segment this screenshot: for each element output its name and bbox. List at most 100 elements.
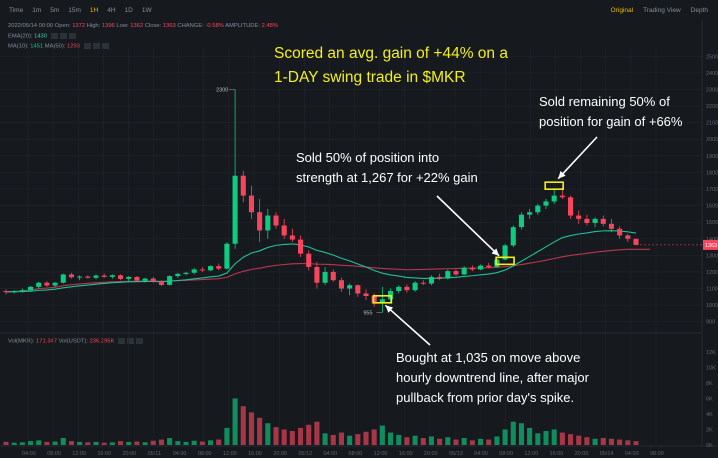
volume-bar xyxy=(118,441,124,445)
vol-mkr-value: 171.347 xyxy=(36,338,58,345)
candle-body xyxy=(469,267,475,270)
y-tick-label: 1900 xyxy=(706,154,718,160)
candle-body xyxy=(134,276,140,281)
x-tick-label: 04:00 xyxy=(173,451,187,457)
y-tick-label: 1600 xyxy=(706,204,718,210)
volume-bar xyxy=(363,431,369,445)
candle-body xyxy=(77,276,83,278)
sell-half-annotation: Sold 50% of position into strength at 1,… xyxy=(296,150,478,185)
current-price-tag xyxy=(703,239,718,250)
candle-body xyxy=(257,212,263,231)
volume-bar xyxy=(298,427,304,445)
candle-body xyxy=(183,272,189,274)
volume-info-row: Vol(MKR): 171.347 Vol(USDT): 236.295K xyxy=(8,338,144,345)
volume-bar xyxy=(134,441,140,445)
sell-rest-annotation: Sold remaining 50% of position for gain … xyxy=(539,94,683,129)
buy-annotation: Bought at 1,035 on move above hourly dow… xyxy=(396,350,589,405)
eye-icon[interactable] xyxy=(118,338,126,344)
volume-bar xyxy=(257,417,263,445)
interval-5m[interactable]: 5m xyxy=(50,6,60,14)
volume-bar xyxy=(461,438,467,445)
y-tick-label: 1800 xyxy=(706,170,718,176)
ema-value: 1430 xyxy=(34,33,48,40)
candle-body xyxy=(167,276,173,285)
candle-body xyxy=(126,276,132,279)
candle-body xyxy=(502,245,508,260)
close-icon[interactable] xyxy=(101,43,109,49)
x-tick-label: 05/11 xyxy=(148,451,161,457)
candle-body xyxy=(412,282,418,291)
candle-body xyxy=(510,227,516,246)
y-tick-label: 1700 xyxy=(706,187,718,193)
candle-body xyxy=(52,282,58,286)
ma-info-row: MA(10): 1451 MA(50): 1293 xyxy=(8,43,109,50)
interval-1h[interactable]: 1H xyxy=(89,6,99,14)
vol-usdt-value: 236.295K xyxy=(89,338,115,345)
candle-body xyxy=(248,195,254,213)
volume-bar xyxy=(559,432,565,445)
volume-bar xyxy=(330,434,336,445)
y-tick-label: 1500 xyxy=(706,220,718,226)
view-depth[interactable]: Depth xyxy=(690,6,708,14)
settings-icon[interactable] xyxy=(92,43,100,49)
ma50-value: 1293 xyxy=(67,43,80,50)
vol-tick-label: 12K xyxy=(706,350,716,356)
interval-1d[interactable]: 1D xyxy=(124,6,133,14)
candle-body xyxy=(44,282,50,286)
interval-15m[interactable]: 15m xyxy=(68,6,81,14)
close-icon[interactable] xyxy=(68,33,76,39)
view-trading-view[interactable]: Trading View xyxy=(643,6,681,14)
volume-bar xyxy=(109,442,115,445)
sell-rest-arrow-head xyxy=(558,171,566,179)
volume-bar xyxy=(248,412,254,445)
eye-icon[interactable] xyxy=(83,43,91,49)
candle-body xyxy=(625,235,631,239)
candle-body xyxy=(527,212,533,215)
volume-bar xyxy=(568,434,574,445)
volume-bar xyxy=(469,440,475,445)
settings-icon[interactable] xyxy=(127,338,135,344)
candle-body xyxy=(453,271,459,275)
interval-1m[interactable]: 1m xyxy=(32,6,42,14)
y-tick-label: 2200 xyxy=(706,104,718,110)
x-tick-label: 08:00 xyxy=(198,451,212,457)
x-tick-label: 16:00 xyxy=(550,451,564,457)
candle-body xyxy=(306,253,312,267)
vol-tick-label: 4K xyxy=(706,412,713,418)
close-value: 1363 xyxy=(162,23,176,29)
sell-rest-highlight-box xyxy=(544,181,564,190)
volume-bar xyxy=(584,437,590,445)
volume-bar xyxy=(608,438,614,445)
volume-bar xyxy=(232,398,238,445)
volume-bar xyxy=(592,438,598,445)
candle-body xyxy=(437,276,443,279)
settings-icon[interactable] xyxy=(59,33,67,39)
interval-time[interactable]: Time xyxy=(9,6,24,14)
volume-bar xyxy=(183,441,189,445)
volume-bar xyxy=(208,440,214,445)
x-tick-label: 05/14 xyxy=(600,451,614,457)
ema20-line xyxy=(5,230,637,293)
volume-bar xyxy=(240,406,246,445)
candle-body xyxy=(101,275,107,277)
volume-bar xyxy=(347,435,353,445)
eye-icon[interactable] xyxy=(50,33,58,39)
sell-half-arrow-shaft xyxy=(436,195,500,257)
x-tick-label: 20:00 xyxy=(575,451,589,457)
view-original[interactable]: Original xyxy=(610,6,634,14)
x-tick-label: 08:00 xyxy=(650,451,664,457)
volume-bar xyxy=(224,427,230,445)
headline-annotation: Scored an avg. gain of +44% on a 1-DAY s… xyxy=(274,45,508,86)
volume-bar xyxy=(216,439,222,445)
interval-1w[interactable]: 1W xyxy=(141,6,152,14)
candle-body xyxy=(199,269,205,271)
volume-bar xyxy=(551,429,557,445)
close-icon[interactable] xyxy=(136,338,144,344)
volume-bar xyxy=(19,442,25,445)
volume-bar xyxy=(576,435,582,445)
interval-4h[interactable]: 4H xyxy=(107,6,116,14)
y-tick-label: 2000 xyxy=(706,137,718,143)
x-tick-label: 20:00 xyxy=(122,451,136,457)
ma10-value: 1451 xyxy=(30,43,44,50)
